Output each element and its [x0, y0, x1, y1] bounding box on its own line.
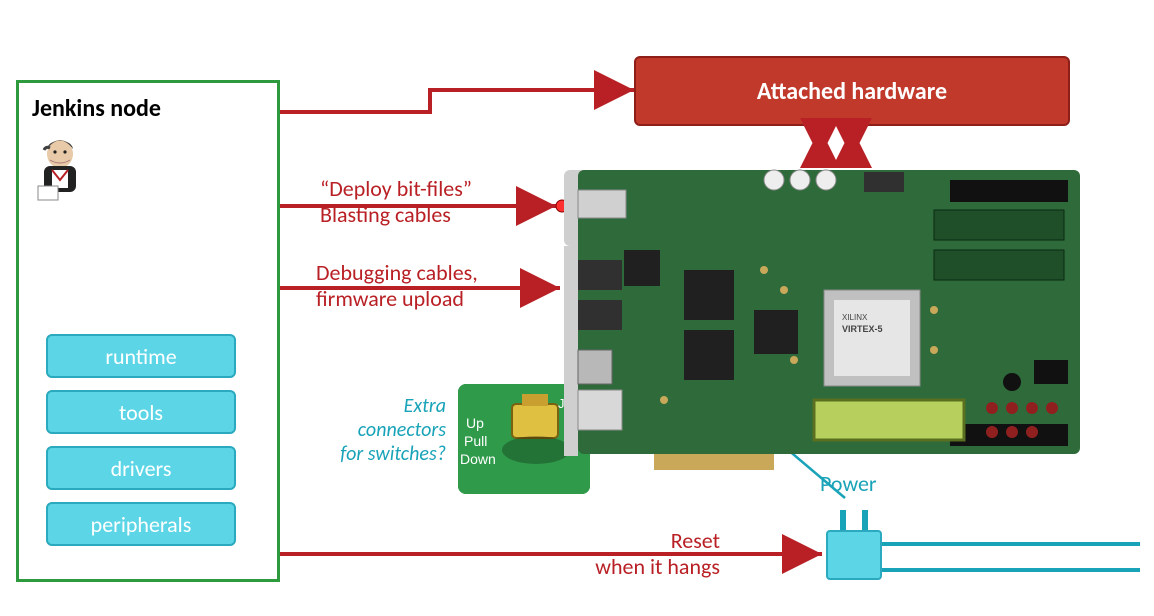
svg-text:XILINX: XILINX: [842, 313, 868, 322]
power-label: Power: [820, 470, 877, 497]
item-label: runtime: [105, 343, 176, 370]
item-label: tools: [119, 399, 163, 426]
jenkins-item-tools: tools: [46, 390, 236, 434]
jenkins-item-peripherals: peripherals: [46, 502, 236, 546]
svg-text:Pull: Pull: [464, 433, 487, 449]
reset-label-1: Reset: [530, 528, 720, 554]
power-box: [826, 530, 882, 580]
item-label: peripherals: [91, 511, 192, 538]
power-plug-1: [840, 510, 846, 530]
debug-label-2: firmware upload: [316, 286, 478, 312]
reset-label-2: when it hangs: [530, 554, 720, 580]
item-label: drivers: [111, 455, 172, 482]
svg-text:Up: Up: [466, 415, 484, 431]
debug-label-1: Debugging cables,: [316, 260, 478, 286]
jenkins-item-runtime: runtime: [46, 334, 236, 378]
power-plug-2: [862, 510, 868, 530]
extra-line2: connectors: [318, 418, 446, 442]
extra-line3: for switches?: [318, 442, 446, 466]
jenkins-title: Jenkins node: [32, 94, 161, 123]
fpga-board: XILINX VIRTEX-5: [564, 160, 1080, 470]
svg-text:VIRTEX-5: VIRTEX-5: [842, 324, 883, 334]
deploy-label: “Deploy bit-files” Blasting cables: [320, 176, 472, 228]
attached-hardware-label: Attached hardware: [757, 77, 947, 106]
debug-label: Debugging cables, firmware upload: [316, 260, 478, 312]
jenkins-item-drivers: drivers: [46, 446, 236, 490]
svg-text:Down: Down: [460, 451, 496, 467]
attached-hardware-box: Attached hardware: [634, 56, 1070, 126]
reset-label: Reset when it hangs: [530, 528, 720, 580]
extra-line1: Extra: [318, 394, 446, 418]
jenkins-logo: [32, 136, 88, 206]
deploy-label-1: “Deploy bit-files”: [320, 176, 472, 202]
extra-connectors-label: Extra connectors for switches?: [318, 394, 446, 466]
deploy-label-2: Blasting cables: [320, 202, 472, 228]
